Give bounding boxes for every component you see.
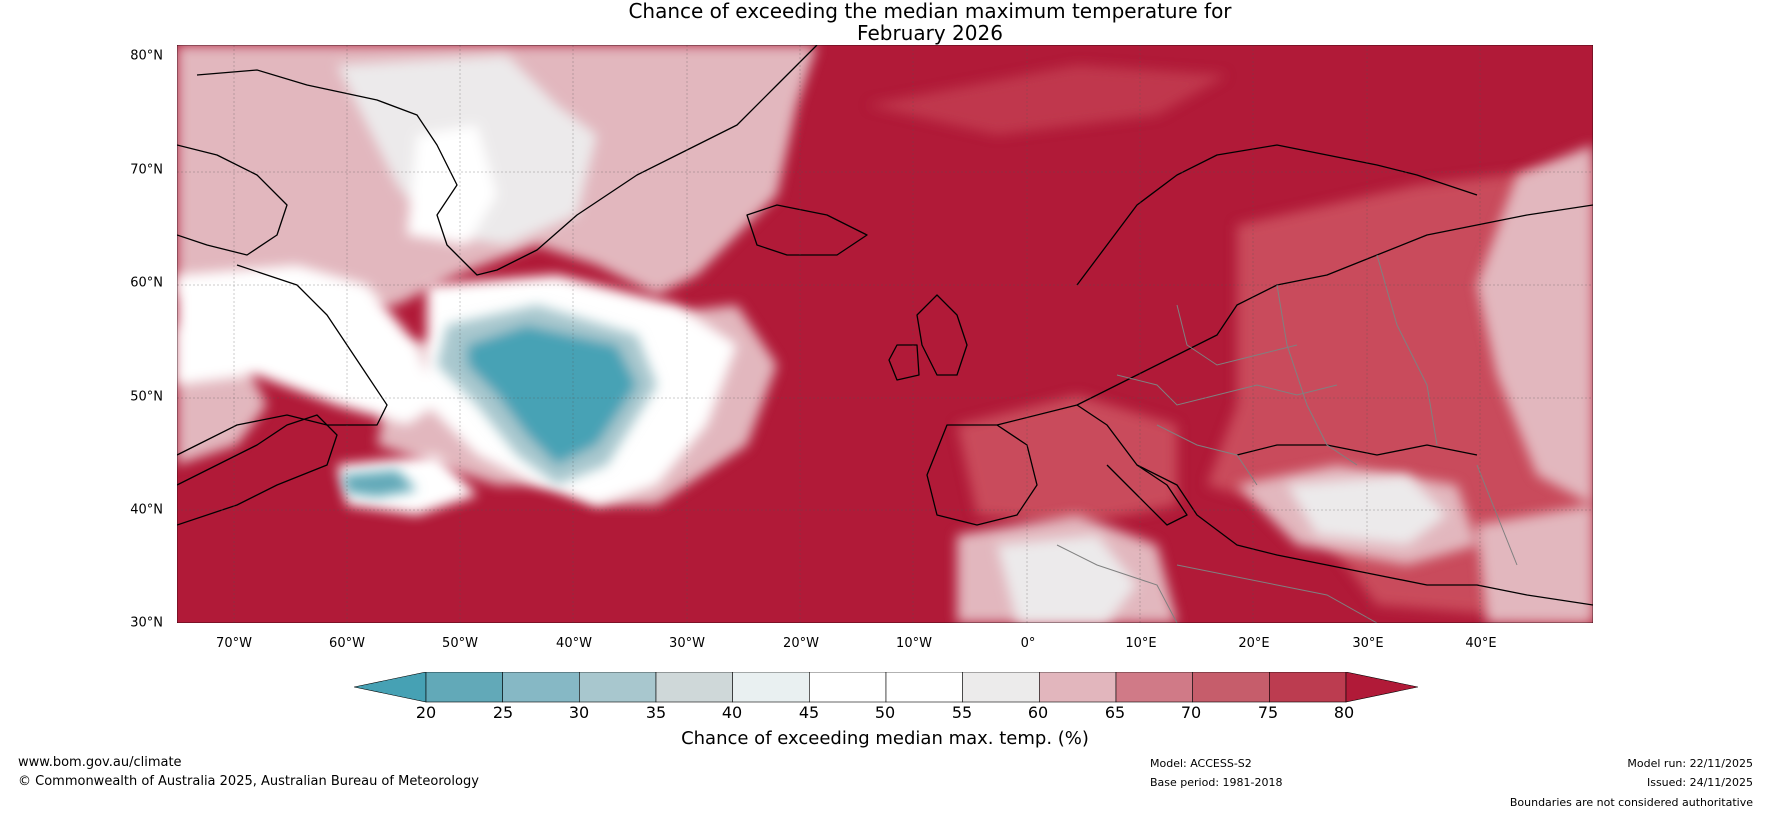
footer-base-period: Base period: 1981-2018 bbox=[1150, 776, 1283, 789]
lat-label-40n: 40°N bbox=[130, 502, 163, 518]
lon-label-70w: 70°W bbox=[216, 636, 252, 651]
lon-label-20w: 20°W bbox=[783, 636, 819, 651]
colorbar-segment bbox=[732, 672, 810, 703]
footer-model-run: Model run: 22/11/2025 bbox=[1627, 757, 1753, 770]
colorbar-segment bbox=[962, 672, 1040, 703]
colorbar-extend-low bbox=[354, 672, 427, 703]
chart-title-line-1: Chance of exceeding the median maximum t… bbox=[628, 0, 1232, 23]
lon-label-20e: 20°E bbox=[1238, 636, 1270, 651]
lon-label-10w: 10°W bbox=[896, 636, 932, 651]
lon-label-40w: 40°W bbox=[556, 636, 592, 651]
lon-label-10e: 10°E bbox=[1125, 636, 1157, 651]
lat-label-70n: 70°N bbox=[130, 162, 163, 178]
colorbar-segment bbox=[502, 672, 580, 703]
chart-title-line-2: February 2026 bbox=[857, 21, 1003, 45]
colorbar-tick-80: 80 bbox=[1333, 703, 1355, 722]
colorbar-tick-60: 60 bbox=[1027, 703, 1049, 722]
colorbar-tick-30: 30 bbox=[568, 703, 590, 722]
footer-disclaimer: Boundaries are not considered authoritat… bbox=[1509, 796, 1753, 809]
colorbar-segment bbox=[885, 672, 963, 703]
lon-label-30e: 30°E bbox=[1352, 636, 1384, 651]
lon-label-50w: 50°W bbox=[442, 636, 478, 651]
colorbar-tick-40: 40 bbox=[721, 703, 743, 722]
colorbar-tick-20: 20 bbox=[415, 703, 437, 722]
colorbar-extend-high bbox=[1345, 672, 1418, 703]
colorbar-segment bbox=[1039, 672, 1117, 703]
colorbar-tick-45: 45 bbox=[798, 703, 820, 722]
lat-label-50n: 50°N bbox=[130, 389, 163, 405]
lon-label-0: 0° bbox=[1020, 636, 1036, 651]
colorbar-segment bbox=[809, 672, 887, 703]
colorbar-segment bbox=[579, 672, 657, 703]
colorbar-tick-50: 50 bbox=[874, 703, 896, 722]
lat-label-80n: 80°N bbox=[130, 48, 163, 64]
colorbar-segment bbox=[1192, 672, 1270, 703]
colorbar-tick-70: 70 bbox=[1180, 703, 1202, 722]
footer-website: www.bom.gov.au/climate bbox=[18, 755, 182, 770]
colorbar-tick-25: 25 bbox=[492, 703, 514, 722]
colorbar-segment bbox=[655, 672, 733, 703]
lon-label-60w: 60°W bbox=[329, 636, 365, 651]
colorbar-tick-65: 65 bbox=[1104, 703, 1126, 722]
colorbar bbox=[354, 672, 1418, 703]
lon-label-30w: 30°W bbox=[669, 636, 705, 651]
colorbar-tick-75: 75 bbox=[1257, 703, 1279, 722]
forecast-map bbox=[177, 45, 1593, 623]
zone-40-60-percent bbox=[177, 55, 1447, 623]
colorbar-segment bbox=[1115, 672, 1193, 703]
lat-label-60n: 60°N bbox=[130, 275, 163, 291]
footer-issued: Issued: 24/11/2025 bbox=[1646, 776, 1753, 789]
colorbar-segment bbox=[425, 672, 503, 703]
colorbar-tick-35: 35 bbox=[645, 703, 667, 722]
graticule bbox=[177, 45, 1593, 623]
lon-label-40e: 40°E bbox=[1465, 636, 1497, 651]
colorbar-tick-55: 55 bbox=[951, 703, 973, 722]
zone-20-40-percent bbox=[342, 305, 657, 497]
colorbar-title: Chance of exceeding median max. temp. (%… bbox=[681, 728, 1089, 749]
country-borders bbox=[1056, 254, 1518, 623]
lat-label-30n: 30°N bbox=[130, 615, 163, 631]
footer-model: Model: ACCESS-S2 bbox=[1150, 757, 1252, 770]
colorbar-segment bbox=[1269, 672, 1347, 703]
footer-copyright: © Commonwealth of Australia 2025, Austra… bbox=[18, 774, 479, 789]
